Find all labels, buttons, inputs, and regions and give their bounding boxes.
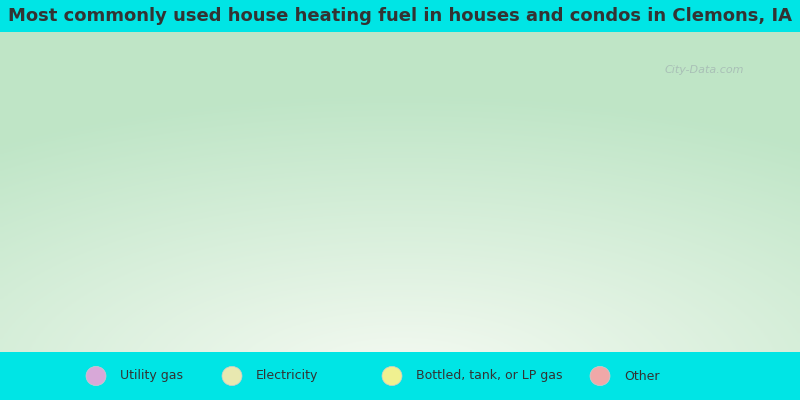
Ellipse shape	[382, 366, 402, 386]
Text: Most commonly used house heating fuel in houses and condos in Clemons, IA: Most commonly used house heating fuel in…	[8, 7, 792, 25]
Wedge shape	[0, 0, 800, 6]
Ellipse shape	[86, 366, 106, 386]
Text: Other: Other	[624, 370, 659, 382]
Text: Bottled, tank, or LP gas: Bottled, tank, or LP gas	[416, 370, 562, 382]
Ellipse shape	[222, 366, 242, 386]
Ellipse shape	[590, 366, 610, 386]
Text: Utility gas: Utility gas	[120, 370, 183, 382]
Text: City-Data.com: City-Data.com	[664, 65, 744, 75]
Text: Electricity: Electricity	[256, 370, 318, 382]
